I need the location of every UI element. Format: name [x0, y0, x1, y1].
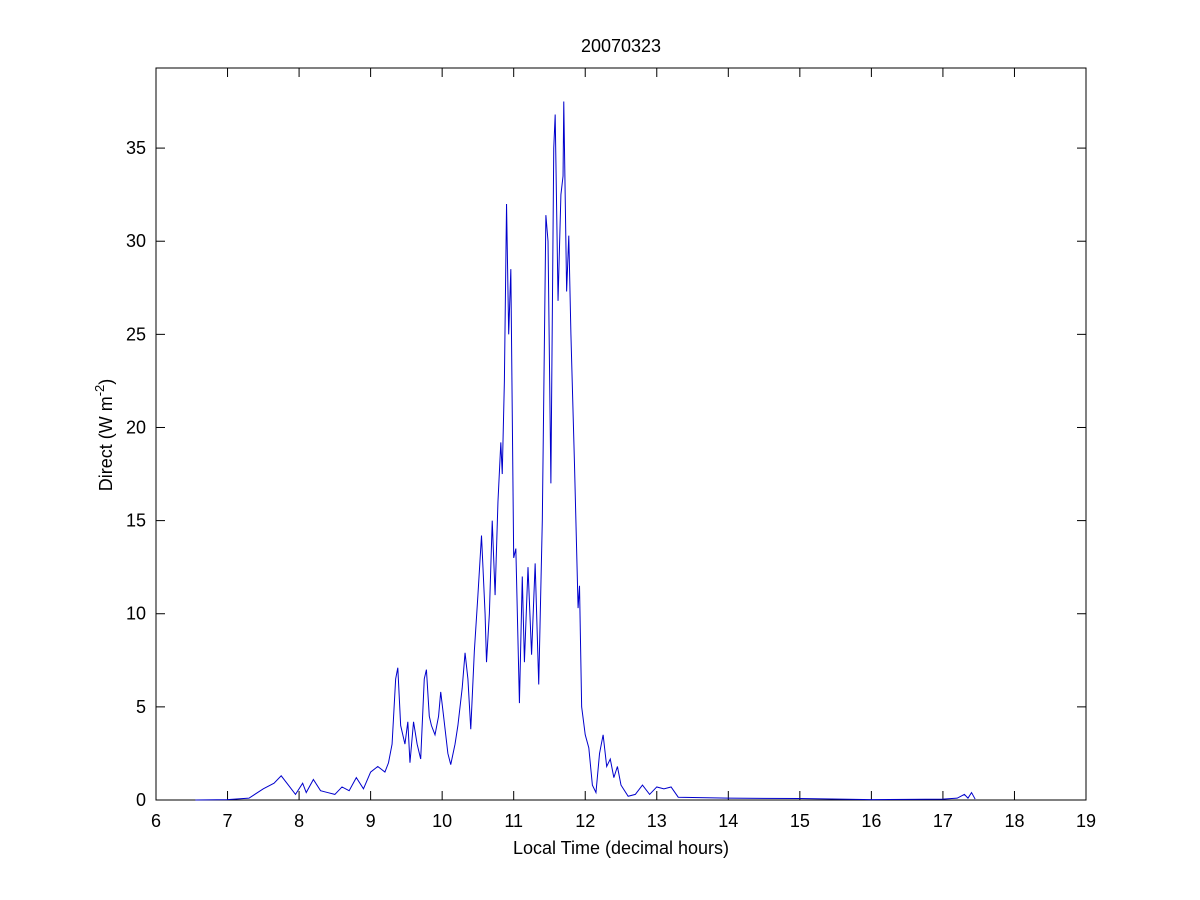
chart-title: 20070323	[581, 36, 661, 56]
y-label-main: Direct (W m	[96, 396, 116, 491]
x-tick-label: 14	[718, 811, 738, 831]
y-tick-label: 20	[126, 417, 146, 437]
y-tick-label: 5	[136, 697, 146, 717]
y-label-sup: -2	[92, 385, 107, 397]
x-tick-label: 15	[790, 811, 810, 831]
y-tick-label: 35	[126, 138, 146, 158]
x-tick-label: 17	[933, 811, 953, 831]
x-tick-label: 7	[223, 811, 233, 831]
x-tick-label: 16	[861, 811, 881, 831]
x-tick-label: 18	[1004, 811, 1024, 831]
plot-frame	[155, 67, 1087, 801]
x-axis-label: Local Time (decimal hours)	[513, 838, 729, 858]
y-label-end: )	[96, 379, 116, 385]
x-tick-label: 19	[1076, 811, 1096, 831]
y-tick-label: 30	[126, 231, 146, 251]
data-line	[195, 101, 976, 801]
x-tick-label: 12	[575, 811, 595, 831]
y-tick-label: 10	[126, 604, 146, 624]
x-tick-label: 8	[294, 811, 304, 831]
x-tick-label: 13	[647, 811, 667, 831]
x-tick-label: 6	[151, 811, 161, 831]
x-tick-label: 11	[504, 811, 523, 831]
x-tick-label: 10	[432, 811, 452, 831]
y-tick-label: 15	[126, 511, 146, 531]
y-tick-label: 0	[136, 790, 146, 810]
y-tick-label: 25	[126, 324, 146, 344]
y-axis-label: Direct (W m-2)	[92, 379, 116, 492]
x-tick-label: 9	[366, 811, 376, 831]
